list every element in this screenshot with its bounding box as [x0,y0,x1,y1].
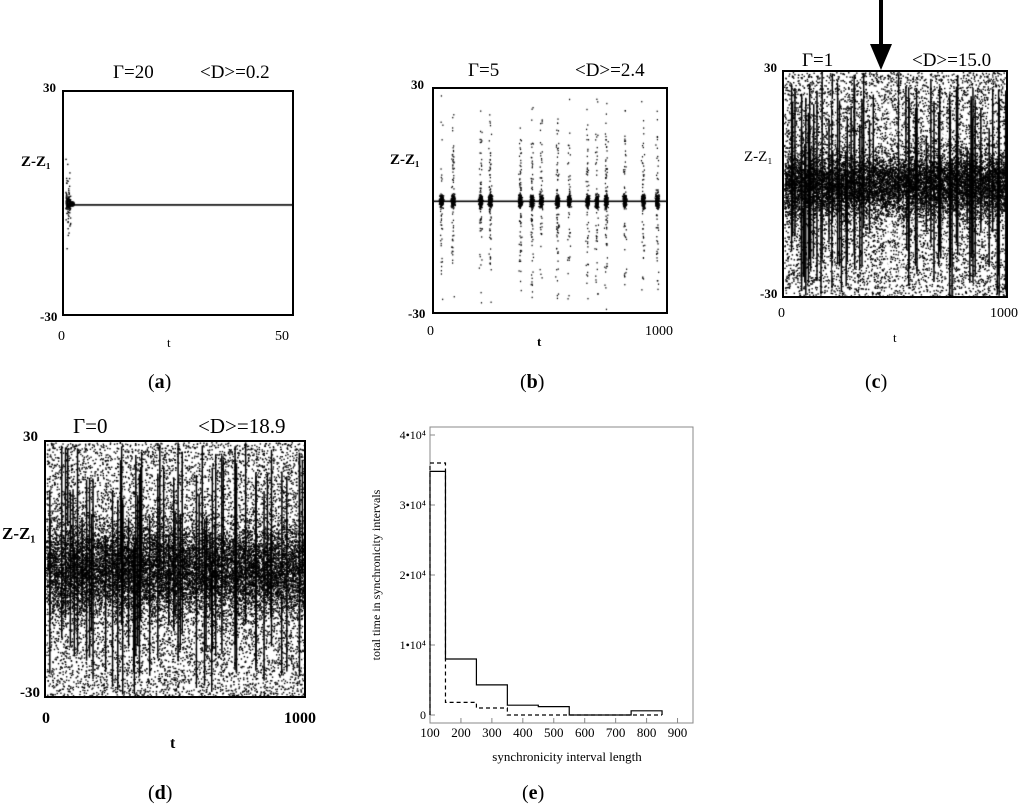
panel-a-ytick-bottom: -30 [40,309,58,324]
panel-d-ytick-top: 30 [23,429,38,445]
panel-d-xtick-end: 1000 [284,710,316,727]
panel-b-xtick-start: 0 [427,324,434,339]
panel-b-mean-label: <D>=2.4 [575,60,645,81]
histogram-xtick-label-8: 900 [668,725,688,740]
histogram-bar-solid-3 [507,705,538,715]
panel-c-xtick-start: 0 [778,306,785,321]
panel-a-ylabel: Z-Z₁ [21,154,51,170]
panel-b-xlabel: t [537,334,542,349]
histogram-ytick-label-3: 3•10⁴ [400,498,426,512]
panel-c-scatter-marks [784,72,1006,296]
panel-c-plot-area [782,70,1008,298]
histogram-xtick-label-7: 800 [637,725,657,740]
panel-b-ytick-bottom: -30 [408,306,426,321]
panel-b-gamma-label: Γ=5 [468,60,500,81]
panel-d-ytick-bottom: -30 [20,685,40,701]
panel-c-mean-label: <D>=15.0 [912,50,992,71]
histogram-xtick-label-1: 200 [451,725,471,740]
panel-a-xtick-start: 0 [58,329,65,344]
panel-c-ylabel: Z-Z₁ [744,149,773,165]
panel-e-caption: (e) [522,782,545,804]
histogram-xtick-label-5: 600 [575,725,595,740]
panel-b-xtick-end: 1000 [645,324,673,339]
panel-a-xlabel: t [167,335,171,350]
panel-d-caption: (d) [148,782,173,804]
panel-b-ytick-top: 30 [411,77,424,92]
histogram-xtick-label-6: 700 [606,725,626,740]
histogram-xlabel: synchronicity interval length [492,749,642,764]
panel-b-plot-area [432,87,668,314]
panel-d-scatter-marks [46,442,304,696]
panel-a-ytick-top: 30 [43,80,56,95]
panel-d-plot-area [44,440,306,698]
histogram-xtick-label-0: 100 [420,725,440,740]
histogram-series-dashed [429,462,663,716]
histogram-bar-dashed-0 [430,463,445,715]
histogram-chart: 0 1•10⁴ 2•10⁴ 3•10⁴ 4•10⁴ 100 200 300 400 500 600 7… [369,426,694,764]
panel-a-scatter-marks [64,92,292,314]
panel-c-caption: (c) [865,371,888,393]
panel-d-xtick-start: 0 [42,710,50,727]
panel-b-ylabel: Z-Z₁ [390,152,420,168]
panel-d-gamma-label: Γ=0 [73,414,108,438]
histogram-ytick-label-0: 0 [420,708,426,722]
histogram-bar-dashed-1 [445,702,476,715]
panel-d-xlabel: t [170,735,176,752]
histogram-bar-solid-6 [631,711,662,715]
histogram-xtick-label-3: 400 [513,725,533,740]
histogram-ytick-label-4: 4•10⁴ [400,428,426,442]
panel-b-caption: (b) [520,371,545,393]
panel-c-ytick-top: 30 [764,60,777,75]
histogram-ytick-label-2: 2•10⁴ [400,568,426,582]
panel-a-xtick-end: 50 [275,329,289,344]
panel-d-mean-label: <D>=18.9 [198,414,286,438]
panel-c-xlabel: t [893,330,897,345]
arrow-down-icon [870,0,892,70]
histogram-xtick-label-2: 300 [482,725,502,740]
histogram-xtick-label-4: 500 [544,725,564,740]
histogram-bar-solid-4 [538,707,569,715]
panel-b-scatter-marks [434,89,666,312]
panel-c-xtick-end: 1000 [990,306,1018,321]
histogram-bar-dashed-2 [476,708,507,715]
panel-c-gamma-label: Γ=1 [802,50,834,71]
histogram-series-solid [429,470,663,716]
panel-d-ylabel: Z-Z₁ [2,524,36,543]
panel-a-mean-label: <D>=0.2 [200,62,270,83]
histogram-ylabel: total time in synchronicity intervals [369,489,383,660]
panel-a-gamma-label: Γ=20 [113,62,154,83]
panel-c-ytick-bottom: -30 [760,286,778,301]
panel-a-caption: (a) [148,371,172,393]
panel-a-plot-area [62,90,294,316]
histogram-ytick-label-1: 1•10⁴ [400,638,426,652]
